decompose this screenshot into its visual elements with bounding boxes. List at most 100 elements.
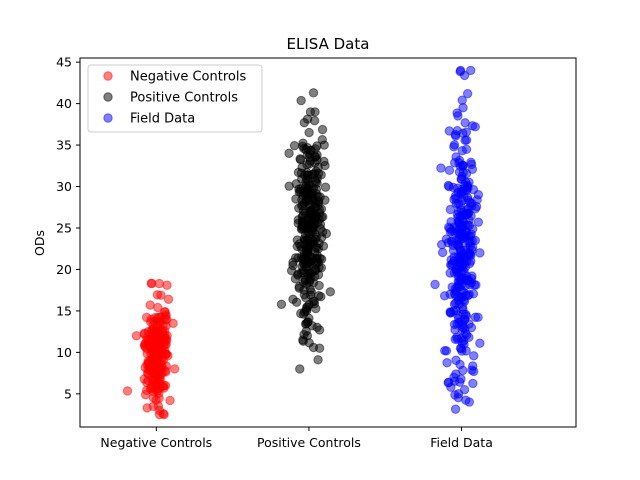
y-tick-label: 25	[56, 220, 72, 235]
x-tick-label: Field Data	[430, 435, 493, 450]
legend-marker	[103, 71, 113, 81]
legend-label: Field Data	[130, 112, 195, 127]
data-point	[284, 148, 294, 159]
y-tick-label: 20	[56, 262, 72, 277]
legend: Negative Controls Positive Controls Field …	[87, 64, 263, 133]
data-point	[154, 405, 165, 416]
y-axis-label: ODs	[32, 230, 47, 256]
data-point	[145, 300, 155, 310]
legend-box	[87, 64, 263, 133]
data-point	[440, 346, 450, 356]
data-point	[302, 159, 312, 170]
data-point	[461, 127, 472, 137]
data-point	[297, 217, 308, 227]
data-point	[473, 189, 484, 200]
data-point	[293, 167, 304, 178]
data-point	[451, 198, 461, 209]
data-point	[449, 140, 460, 150]
data-point	[470, 122, 480, 132]
data-point	[304, 127, 314, 138]
x-tick-label: Negative Controls	[100, 435, 212, 450]
data-point	[299, 117, 310, 128]
data-point	[308, 189, 318, 199]
y-tick-label: 35	[56, 138, 72, 153]
data-point	[453, 276, 463, 286]
data-point	[457, 224, 467, 234]
data-point	[310, 144, 321, 154]
data-point	[286, 265, 297, 276]
data-point	[449, 372, 459, 382]
data-point	[439, 291, 450, 301]
data-point	[467, 164, 478, 174]
legend-marker	[103, 92, 113, 102]
data-point	[430, 279, 440, 290]
data-point	[168, 318, 178, 329]
data-point	[316, 254, 327, 264]
data-point	[444, 126, 455, 136]
data-point	[437, 247, 448, 258]
data-point	[468, 289, 479, 299]
data-point	[462, 185, 472, 196]
data-point	[309, 271, 320, 282]
data-point	[161, 335, 172, 346]
data-point	[462, 88, 473, 99]
data-point	[304, 313, 314, 324]
data-point	[475, 338, 485, 348]
data-point	[163, 294, 174, 304]
data-point	[451, 287, 461, 297]
data-point	[458, 103, 468, 113]
data-point	[473, 217, 484, 227]
data-point	[296, 183, 306, 194]
data-point	[159, 383, 169, 393]
data-point	[457, 145, 467, 156]
data-point	[468, 378, 478, 389]
data-point	[469, 366, 479, 377]
data-point	[165, 395, 175, 406]
data-point	[452, 108, 462, 118]
data-point	[311, 211, 321, 221]
y-tick-label: 40	[56, 96, 72, 111]
data-point	[464, 220, 475, 231]
data-point	[317, 124, 328, 135]
data-point	[302, 142, 313, 153]
data-point	[445, 204, 456, 215]
data-point	[160, 366, 170, 376]
data-point	[457, 338, 467, 348]
data-point	[292, 235, 303, 245]
data-point	[464, 397, 475, 407]
data-point	[308, 88, 319, 98]
data-point	[459, 70, 470, 81]
legend-label: Positive Controls	[130, 91, 238, 106]
data-point	[122, 386, 133, 396]
data-point	[320, 182, 331, 192]
data-point	[154, 278, 165, 289]
data-point	[295, 364, 305, 374]
y-tick-label: 30	[56, 179, 72, 194]
data-point	[307, 255, 317, 265]
data-point	[314, 325, 325, 335]
data-point	[313, 196, 324, 206]
data-point	[445, 268, 455, 278]
data-point	[284, 181, 294, 191]
data-point	[313, 355, 323, 365]
data-point	[457, 171, 467, 182]
data-point	[454, 261, 464, 271]
series-2	[430, 65, 485, 414]
data-point	[154, 319, 165, 330]
data-point	[314, 280, 324, 291]
data-point	[437, 239, 447, 250]
data-point	[150, 335, 160, 346]
data-point	[310, 107, 320, 117]
data-point	[469, 280, 480, 290]
y-tick-label: 15	[56, 303, 72, 318]
legend-label: Negative Controls	[130, 70, 246, 85]
data-point	[302, 331, 313, 341]
y-tick-label: 45	[56, 55, 72, 70]
data-point	[436, 163, 446, 173]
data-point	[458, 305, 468, 315]
data-point	[461, 135, 472, 145]
data-point	[466, 250, 476, 261]
data-point	[448, 306, 459, 316]
data-point	[153, 343, 163, 354]
